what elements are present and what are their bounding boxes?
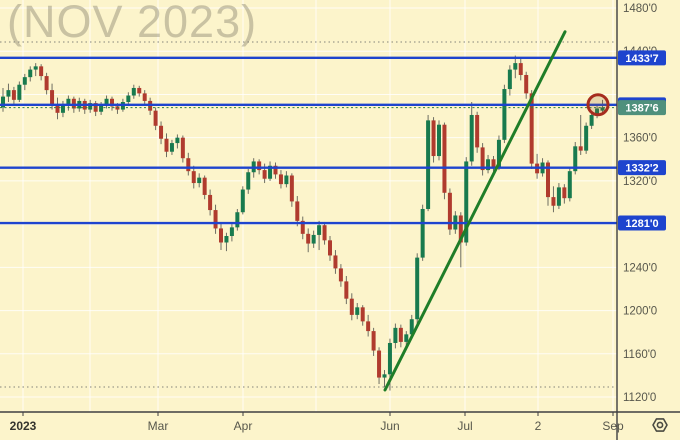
time-tick-label: 2 <box>535 419 542 433</box>
gridlines <box>0 0 617 412</box>
gear-icon <box>652 418 668 432</box>
time-axis[interactable]: 2023 Mar Apr Jun Jul 2 Sep <box>10 412 624 433</box>
time-tick-label: Mar <box>148 419 169 433</box>
price-badge-last[interactable]: 1387'6 <box>618 100 666 116</box>
time-tick-label: Jul <box>457 419 472 433</box>
time-tick-label: Jun <box>380 419 399 433</box>
price-badge-level[interactable]: 1433'7 <box>618 50 666 66</box>
price-badge-level[interactable]: 1281'0 <box>618 215 666 231</box>
price-tick-label: 1120'0 <box>623 392 656 404</box>
price-tick-label: 1240'0 <box>623 262 657 274</box>
time-tick-label: 2023 <box>10 419 37 433</box>
axis-settings-button[interactable] <box>649 414 671 436</box>
time-tick-label: Sep <box>602 419 624 433</box>
price-tick-label: 1320'0 <box>623 176 657 188</box>
trend-line[interactable] <box>383 30 567 392</box>
candles-layer[interactable] <box>1 55 605 391</box>
price-tick-label: 1360'0 <box>623 133 657 145</box>
svg-text:1281'0: 1281'0 <box>625 218 658 230</box>
price-tick-label: 1160'0 <box>623 349 656 361</box>
circle-marker[interactable] <box>586 93 610 117</box>
price-tick-label: 1480'0 <box>623 3 657 15</box>
price-badge-level[interactable]: 1332'2 <box>618 160 666 176</box>
price-tick-label: 1200'0 <box>623 306 657 318</box>
time-tick-label: Apr <box>234 419 253 433</box>
svg-text:1433'7: 1433'7 <box>625 53 658 65</box>
svg-text:1387'6: 1387'6 <box>625 103 658 115</box>
svg-text:1332'2: 1332'2 <box>625 163 658 175</box>
